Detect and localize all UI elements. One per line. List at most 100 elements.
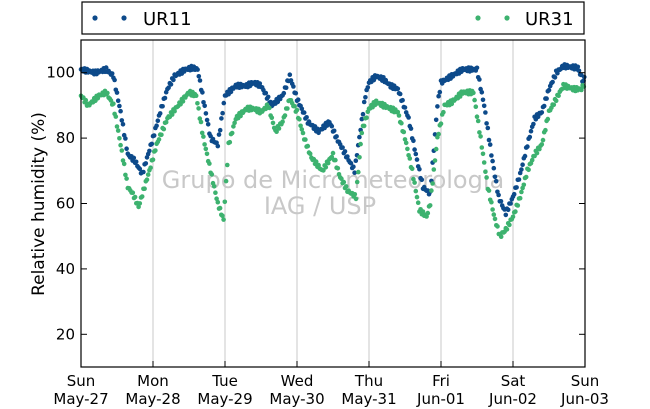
point-ur31-270 [402,137,408,142]
point-ur31-221 [343,184,349,189]
point-ur31-71 [163,120,169,125]
point-ur11-61 [151,133,157,138]
point-ur31-345 [492,216,498,222]
point-ur11-235 [360,111,366,117]
point-ur11-341 [487,142,493,147]
series-ur31 [78,81,587,239]
point-ur31-329 [473,104,479,109]
point-ur31-114 [215,199,221,205]
point-ur31-335 [480,151,486,157]
x-axis: SunMay-27MonMay-28TueMay-29WedMay-30ThuM… [53,361,609,408]
series-ur11 [78,62,587,218]
point-ur31-62 [153,148,158,153]
y-axis: 20 40 60 80 100 [46,64,585,343]
point-ur31-187 [303,137,308,142]
point-ur11-374 [527,134,533,140]
point-ur31-371 [523,174,529,180]
point-ur31-31 [115,128,121,133]
point-ur31-122 [225,162,230,168]
point-ur31-234 [359,130,365,136]
x-tick-day-3: Wed [281,372,314,390]
point-ur31-269 [401,129,407,135]
point-ur31-210 [330,150,336,156]
point-ur11-64 [155,118,161,123]
point-ur11-370 [522,153,528,159]
point-ur31-281 [415,200,421,205]
point-ur31-127 [231,124,236,129]
point-ur11-169 [281,90,287,96]
point-ur11-336 [481,103,487,109]
point-ur31-333 [478,134,483,139]
point-ur31-376 [529,157,535,163]
point-ur31-120 [222,199,228,205]
point-ur11-377 [531,121,536,127]
watermark-line-1: Grupo de Micrometeorologia [162,166,504,194]
x-tick-date-1: May-28 [125,390,180,408]
point-ur11-375 [528,128,534,134]
point-ur31-112 [213,190,218,195]
legend-label-ur11: UR11 [143,9,192,30]
point-ur11-32 [117,103,122,109]
point-ur31-53 [142,186,147,191]
point-ur31-267 [399,120,404,126]
point-ur31-180 [294,107,300,113]
x-tick-day-7: Sun [571,372,600,390]
point-ur31-45 [132,194,138,200]
point-ur11-273 [406,115,411,120]
point-ur11-343 [490,158,495,164]
point-ur31-104 [203,146,209,152]
point-ur11-222 [345,154,350,159]
point-ur11-228 [352,170,357,175]
point-ur11-232 [357,134,362,140]
point-ur11-366 [517,170,523,176]
x-tick-date-5: Jun-01 [416,390,465,408]
point-ur31-65 [156,137,162,142]
y-tick-label-60: 60 [56,195,75,213]
point-ur11-361 [511,191,517,197]
point-ur31-202 [321,168,326,173]
point-ur11-97 [195,67,200,72]
point-ur31-178 [292,103,297,109]
watermark-line-2: IAG / USP [264,192,376,220]
point-ur11-218 [340,145,345,150]
point-ur31-184 [299,127,305,132]
point-ur11-149 [257,81,263,86]
point-ur31-347 [495,224,500,229]
legend-frame [81,1,585,35]
point-ur11-177 [291,84,296,89]
point-ur11-75 [168,82,174,87]
point-ur11-46 [133,159,139,165]
point-ur11-229 [353,158,359,163]
point-ur11-57 [147,148,152,154]
point-ur31-342 [489,199,494,205]
point-ur11-26 [109,71,115,76]
point-ur11-213 [334,134,339,139]
point-ur31-103 [202,142,207,147]
point-ur11-186 [301,110,307,115]
point-ur31-96 [193,93,199,98]
point-ur11-225 [348,161,354,166]
point-ur31-25 [108,98,114,103]
point-ur31-48 [136,204,141,210]
point-ur11-284 [419,177,425,183]
point-ur11-332 [477,77,482,82]
point-ur11-117 [219,116,224,121]
point-ur31-228 [352,192,358,197]
point-ur31-113 [214,196,219,201]
point-ur31-58 [148,165,153,170]
point-ur31-385 [540,137,546,143]
point-ur31-27 [111,101,116,106]
y-tick-label-100: 100 [46,64,75,82]
point-ur11-420 [582,74,587,80]
point-ur11-279 [413,151,419,157]
point-ur31-85 [180,99,186,104]
point-ur31-128 [232,120,237,126]
point-ur11-266 [397,91,403,97]
point-ur31-209 [329,154,335,160]
point-ur31-298 [436,131,441,137]
point-ur31-264 [395,109,401,115]
point-ur11-388 [544,96,549,101]
point-ur31-336 [481,160,487,165]
point-ur31-384 [539,142,545,147]
point-ur11-184 [299,106,305,112]
